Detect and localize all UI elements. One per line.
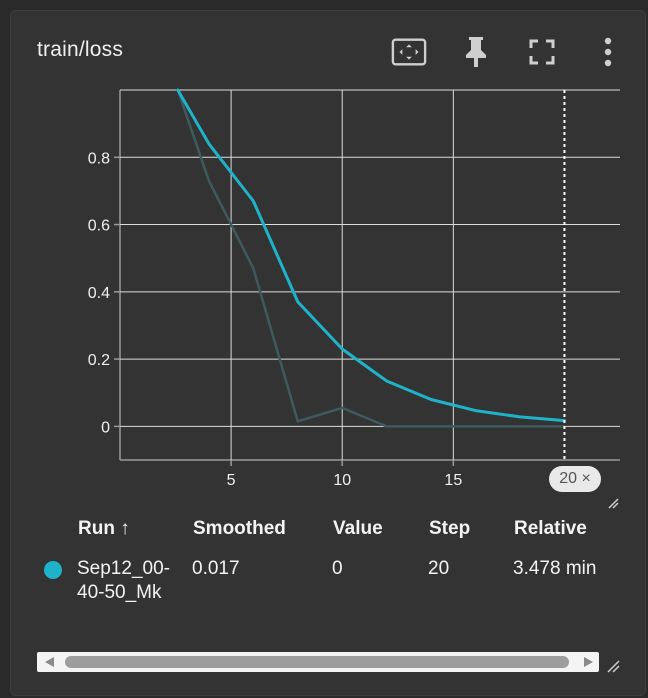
- table-horizontal-scrollbar[interactable]: [37, 652, 599, 672]
- x-tick-label: 10: [333, 472, 351, 489]
- table-resize-handle-icon[interactable]: [606, 659, 620, 673]
- col-run-header[interactable]: Run ↑: [78, 518, 130, 539]
- col-value-header[interactable]: Value: [333, 518, 383, 539]
- fit-domain-button[interactable]: [391, 34, 427, 70]
- y-tick-label: 0: [101, 419, 110, 436]
- scroll-thumb[interactable]: [65, 656, 569, 668]
- y-tick-label: 0.8: [88, 150, 110, 167]
- scroll-left-icon[interactable]: [45, 657, 54, 667]
- x-tick-label: 15: [444, 472, 462, 489]
- col-smoothed-header[interactable]: Smoothed: [193, 518, 286, 539]
- step-badge[interactable]: 20 ×: [549, 466, 601, 492]
- chart-grid: [114, 89, 620, 466]
- col-relative-header[interactable]: Relative: [514, 518, 587, 539]
- fullscreen-button[interactable]: [524, 34, 560, 70]
- y-tick-label: 0.4: [88, 285, 110, 302]
- step-badge-label: 20 ×: [559, 470, 591, 487]
- run-name-line1: Sep12_00-: [77, 558, 170, 579]
- fit-domain-icon: [391, 38, 427, 66]
- run-name-line2: 40-50_Mk: [77, 582, 162, 603]
- col-step-header[interactable]: Step: [429, 518, 471, 539]
- chart-resize-handle-icon[interactable]: [607, 497, 619, 509]
- y-tick-label: 0.6: [88, 218, 110, 235]
- run-name: Sep12_00- 40-50_Mk: [77, 557, 170, 605]
- raw-series-line: [176, 88, 566, 428]
- smoothed-series-line: [176, 88, 566, 423]
- y-tick-label: 0.2: [88, 352, 110, 369]
- pin-icon: [466, 37, 486, 67]
- x-tick-label: 5: [227, 472, 236, 489]
- step-value: 20: [428, 558, 450, 579]
- relative-value: 3.478 min: [513, 558, 597, 579]
- raw-value: 0: [332, 558, 343, 579]
- fullscreen-icon: [529, 39, 555, 65]
- chart-series: [176, 88, 566, 460]
- smoothed-value: 0.017: [192, 558, 240, 579]
- loss-chart[interactable]: 5 10 15 0.8 0.6 0.4 0.2 0: [0, 0, 648, 520]
- run-color-dot: [44, 561, 62, 579]
- card-title: train/loss: [37, 38, 124, 61]
- chart-tick-labels: 5 10 15 0.8 0.6 0.4 0.2 0: [88, 150, 463, 489]
- scalar-card: [10, 10, 646, 696]
- pin-button[interactable]: [458, 34, 494, 70]
- more-menu-button[interactable]: [590, 34, 626, 70]
- scroll-right-icon[interactable]: [584, 657, 593, 667]
- more-vert-icon: [604, 37, 612, 67]
